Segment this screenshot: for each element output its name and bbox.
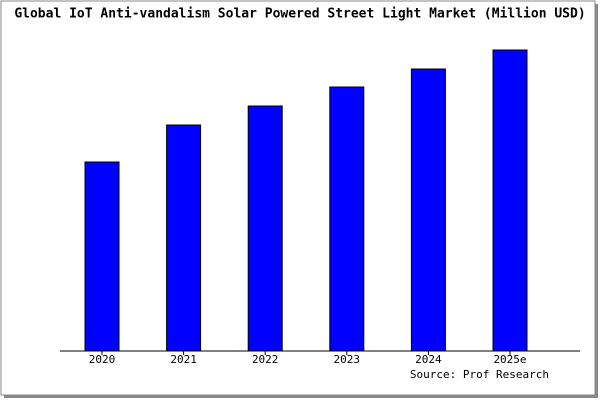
x-tick-label: 2023 — [334, 353, 361, 366]
x-tick-label: 2024 — [415, 353, 442, 366]
bar — [329, 86, 365, 352]
x-tick-label: 2021 — [170, 353, 197, 366]
x-tick-label: 2022 — [252, 353, 279, 366]
bar — [247, 105, 283, 352]
x-tick-label: 2020 — [89, 353, 116, 366]
bar — [84, 161, 120, 352]
x-tick-label: 2025e — [493, 353, 526, 366]
bar — [492, 49, 528, 352]
bar — [166, 124, 202, 352]
source-note: Source: Prof Research — [410, 368, 549, 381]
bar — [410, 68, 446, 352]
chart-title: Global IoT Anti-vandalism Solar Powered … — [14, 7, 585, 22]
